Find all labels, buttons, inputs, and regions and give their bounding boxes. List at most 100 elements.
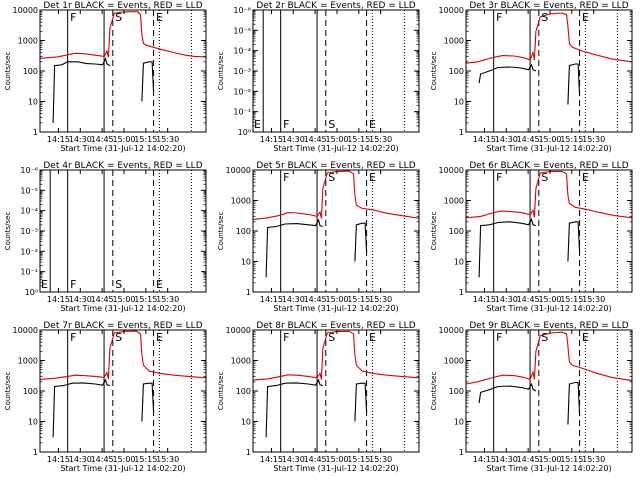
y-tick-label: 10⁻⁴ [20, 207, 38, 216]
plot-frame [465, 169, 633, 293]
events-series-segment [141, 382, 155, 422]
x-tick-label: 15:00 [325, 295, 348, 304]
phase-marker-E: E [582, 11, 589, 24]
x-tick-label: 15:30 [156, 295, 179, 304]
y-tick-label: 10 [28, 98, 38, 107]
lld-series-line [39, 330, 207, 380]
events-series-segment [141, 61, 155, 102]
phase-marker-E: E [369, 331, 376, 344]
chart-title: Det 6r BLACK = Events, RED = LLD [469, 161, 628, 171]
phase-marker-E: E [254, 118, 261, 131]
x-tick-label: 14:30 [282, 295, 305, 304]
y-tick-label: 100 [449, 67, 464, 76]
y-tick-label: 10000 [13, 326, 38, 335]
x-tick-label: 15:15 [560, 455, 583, 464]
phase-marker-E: E [582, 331, 589, 344]
chart-title: Det 9r BLACK = Events, RED = LLD [469, 321, 628, 331]
x-tick-label: 15:15 [560, 295, 583, 304]
y-tick-label: 100 [236, 387, 251, 396]
x-tick-label: 14:30 [282, 455, 305, 464]
x-tick-label: 14:45 [91, 295, 114, 304]
x-axis-label: Start Time (31-Jul-12 14:02:20) [486, 144, 611, 153]
y-tick-label: 10000 [13, 6, 38, 15]
x-tick-label: 14:30 [69, 295, 92, 304]
lld-series-line [465, 170, 633, 219]
y-tick-label: 10⁻³ [20, 227, 38, 236]
x-axis-label: Start Time (31-Jul-12 14:02:20) [486, 304, 611, 313]
y-tick-label: 1 [33, 128, 38, 137]
lld-series-line [252, 330, 420, 381]
events-series-segment [354, 382, 368, 422]
lld-series-line [465, 12, 633, 64]
x-tick-label: 14:30 [69, 455, 92, 464]
plot-frame [252, 9, 420, 133]
phase-marker-S: S [541, 11, 548, 24]
phase-marker-F: F [283, 331, 289, 344]
y-tick-label: 10⁻⁵ [233, 26, 251, 35]
x-axis-label: Start Time (31-Jul-12 14:02:20) [273, 464, 398, 473]
x-tick-label: 14:45 [304, 295, 327, 304]
x-axis-label: Start Time (31-Jul-12 14:02:20) [273, 304, 398, 313]
events-series-line [478, 382, 537, 404]
x-axis-label: Start Time (31-Jul-12 14:02:20) [486, 464, 611, 473]
x-tick-label: 14:30 [69, 135, 92, 144]
lld-series-line [39, 11, 207, 59]
x-tick-label: 15:00 [538, 295, 561, 304]
phase-marker-E: E [369, 171, 376, 184]
y-axis-label: Counts/sec [217, 52, 225, 91]
y-tick-label: 10 [454, 258, 464, 267]
x-tick-label: 14:15 [473, 295, 496, 304]
phase-marker-F: F [496, 11, 502, 24]
y-tick-label: 1 [246, 288, 251, 297]
x-tick-label: 14:30 [495, 455, 518, 464]
y-tick-label: 10 [241, 258, 251, 267]
y-tick-label: 1000 [444, 357, 464, 366]
phase-marker-S: S [328, 118, 335, 131]
x-tick-label: 15:00 [112, 455, 135, 464]
chart-title: Det 5r BLACK = Events, RED = LLD [256, 161, 415, 171]
phase-marker-S: S [115, 11, 122, 24]
phase-marker-E: E [369, 118, 376, 131]
x-tick-label: 14:15 [260, 295, 283, 304]
phase-marker-F: F [283, 171, 289, 184]
y-tick-label: 10⁻¹ [233, 108, 251, 117]
y-axis-label: Counts/sec [430, 52, 438, 91]
chart-title: Det 1r BLACK = Events, RED = LLD [43, 1, 202, 11]
phase-marker-F: F [496, 171, 502, 184]
y-tick-label: 100 [23, 387, 38, 396]
x-tick-label: 14:45 [304, 455, 327, 464]
events-series-line [265, 378, 324, 438]
x-tick-label: 14:45 [517, 455, 540, 464]
phase-marker-F: F [70, 11, 76, 24]
y-tick-label: 10000 [439, 326, 464, 335]
y-axis-label: Counts/sec [430, 212, 438, 251]
x-tick-label: 14:15 [47, 295, 70, 304]
x-tick-label: 15:30 [582, 135, 605, 144]
y-tick-label: 10 [28, 418, 38, 427]
y-tick-label: 1 [459, 128, 464, 137]
x-tick-label: 15:00 [112, 135, 135, 144]
y-axis-label: Counts/sec [4, 372, 12, 411]
y-axis-label: Counts/sec [217, 212, 225, 251]
x-tick-label: 14:45 [91, 455, 114, 464]
y-tick-label: 10⁰ [25, 288, 38, 297]
events-series-line [265, 218, 324, 278]
x-tick-label: 15:00 [325, 455, 348, 464]
plot-frame [465, 9, 633, 133]
x-axis-label: Start Time (31-Jul-12 14:02:20) [60, 144, 185, 153]
y-tick-label: 10000 [439, 166, 464, 175]
chart-title: Det 3r BLACK = Events, RED = LLD [469, 1, 628, 11]
x-tick-label: 15:00 [325, 135, 348, 144]
y-tick-label: 10000 [226, 326, 251, 335]
events-series-segment [567, 221, 581, 262]
chart-title: Det 7r BLACK = Events, RED = LLD [43, 321, 202, 331]
y-axis-label: Counts/sec [4, 52, 12, 91]
y-tick-label: 10000 [439, 6, 464, 15]
phase-marker-S: S [328, 331, 335, 344]
phase-marker-S: S [115, 278, 122, 291]
x-tick-label: 14:30 [282, 135, 305, 144]
